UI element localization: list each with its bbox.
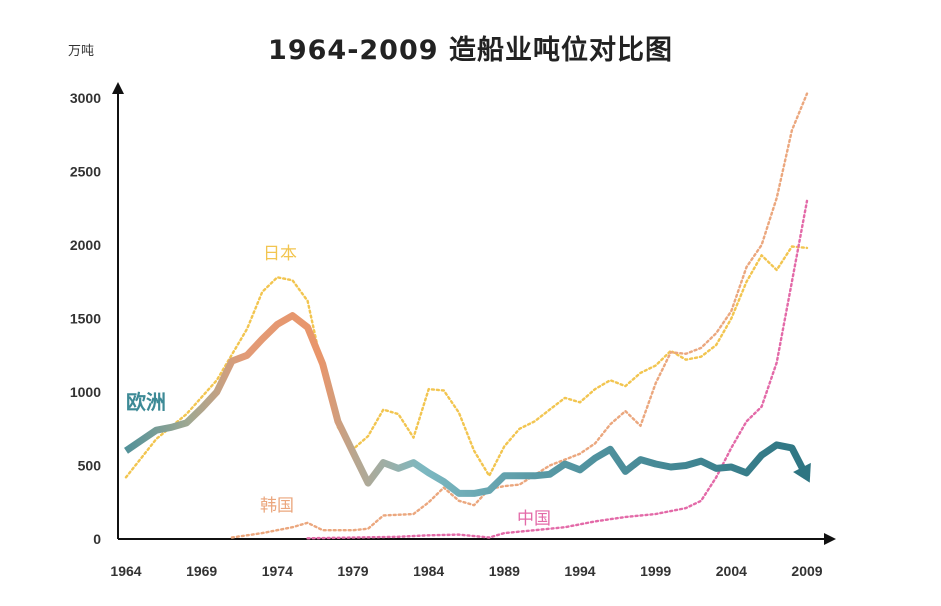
x-tick-label: 1994 [564,563,595,579]
series-line-europe [124,312,811,497]
series-label: 中国 [517,509,551,529]
y-tick-label: 3000 [70,90,101,106]
series-line-china [306,199,809,540]
series-label: 韩国 [260,496,294,516]
x-tick-label: 1984 [413,563,444,579]
y-tick-label: 2000 [70,237,101,253]
series-label: 欧洲 [126,390,166,414]
y-tick-label: 1500 [70,311,101,327]
x-tick-label: 1964 [110,563,141,579]
y-axis-unit-label: 万吨 [68,44,95,59]
x-tick-label: 1974 [262,563,293,579]
x-axis-arrow-icon [824,533,836,545]
chart-title: 1964-2009 造船业吨位对比图 [268,35,673,66]
series-label: 日本 [263,244,297,264]
series-layer [124,92,811,540]
x-tick-label: 2009 [791,563,822,579]
y-tick-label: 0 [93,531,101,547]
x-tick-label: 1969 [186,563,217,579]
x-tick-label: 1989 [489,563,520,579]
y-axis-arrow-icon [112,82,124,94]
y-tick-label: 1000 [70,384,101,400]
axes: 1964 1969 1974 1979 1984 1989 1994 1999 2004 2009… [70,82,836,579]
series-line-japan [124,245,809,479]
y-tick-label: 500 [78,458,102,474]
x-tick-label: 1999 [640,563,671,579]
x-tick-label: 1979 [337,563,368,579]
x-tick-label: 2004 [716,563,747,579]
series-line-korea [230,92,809,539]
europe-arrowhead-icon [793,462,811,483]
y-tick-label: 2500 [70,164,101,180]
